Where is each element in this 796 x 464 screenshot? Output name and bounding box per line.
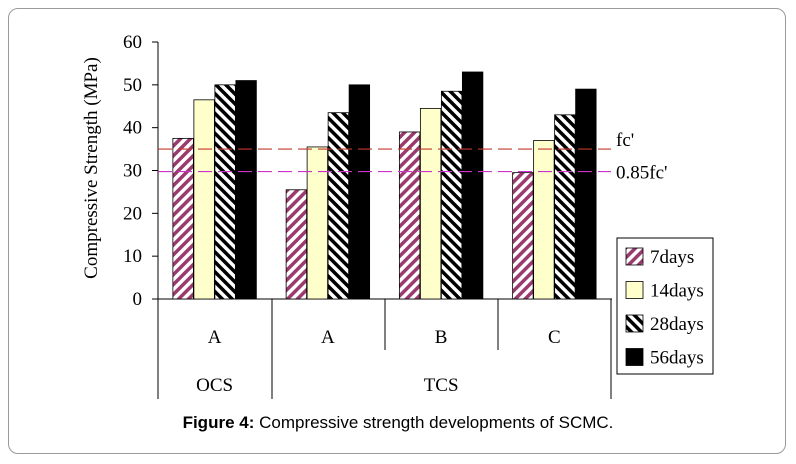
bar-28days: [440, 90, 463, 300]
caption-text: Compressive strength developments of SCM…: [254, 413, 614, 432]
x-tick-label: A: [321, 327, 335, 348]
reference-line-label: 0.85fc': [616, 163, 667, 184]
bar-7days: [285, 189, 308, 300]
legend-swatch-56days: [625, 348, 644, 366]
bar-56days: [461, 71, 484, 300]
y-tick-label: 0: [133, 289, 143, 310]
bar-14days: [306, 146, 329, 300]
bar-28days: [327, 112, 350, 300]
bar-28days: [554, 114, 576, 300]
y-tick-label: 40: [123, 118, 142, 139]
bar-7days: [172, 137, 194, 300]
group-label: TCS: [424, 375, 459, 396]
bar-28days: [214, 84, 236, 300]
reference-line-label: fc': [616, 130, 634, 151]
bar-14days: [533, 140, 555, 300]
reference-lines: fc' 0.85fc': [158, 130, 667, 184]
bar-56days: [575, 88, 597, 300]
y-tick-label: 20: [123, 203, 142, 224]
bar-7days: [512, 172, 534, 300]
y-tick-label: 50: [123, 75, 142, 96]
x-tick-label: B: [435, 327, 448, 348]
bar-14days: [193, 99, 215, 300]
bars: [172, 71, 597, 300]
group-labels: OCS TCS: [196, 375, 458, 396]
y-axis-label: Compressive Strength (MPa): [81, 57, 102, 279]
y-tick-label: 60: [123, 32, 142, 53]
caption-label: Figure 4:: [182, 413, 255, 432]
bar-14days: [419, 107, 442, 300]
bar-56days: [348, 84, 371, 300]
figure-frame: [8, 8, 786, 454]
x-tick-label: C: [548, 327, 561, 348]
legend-swatch-28days: [625, 314, 644, 333]
legend-swatch-7days: [625, 247, 644, 266]
legend-label: 56days: [650, 348, 704, 369]
y-ticks: 0 10 20 30 40 50 60: [123, 32, 158, 310]
legend-swatch-14days: [625, 281, 644, 299]
legend: 7days 14days 28days 56days: [616, 237, 714, 375]
x-tick-label: A: [208, 327, 222, 348]
figure-caption: Figure 4: Compressive strength developme…: [0, 413, 796, 433]
bar-7days: [398, 131, 421, 300]
legend-label: 14days: [650, 281, 704, 302]
y-tick-label: 10: [123, 246, 142, 267]
bar-56days: [235, 80, 257, 300]
legend-label: 28days: [650, 314, 704, 335]
legend-label: 7days: [650, 247, 694, 268]
group-label: OCS: [196, 375, 233, 396]
y-tick-label: 30: [123, 161, 142, 182]
